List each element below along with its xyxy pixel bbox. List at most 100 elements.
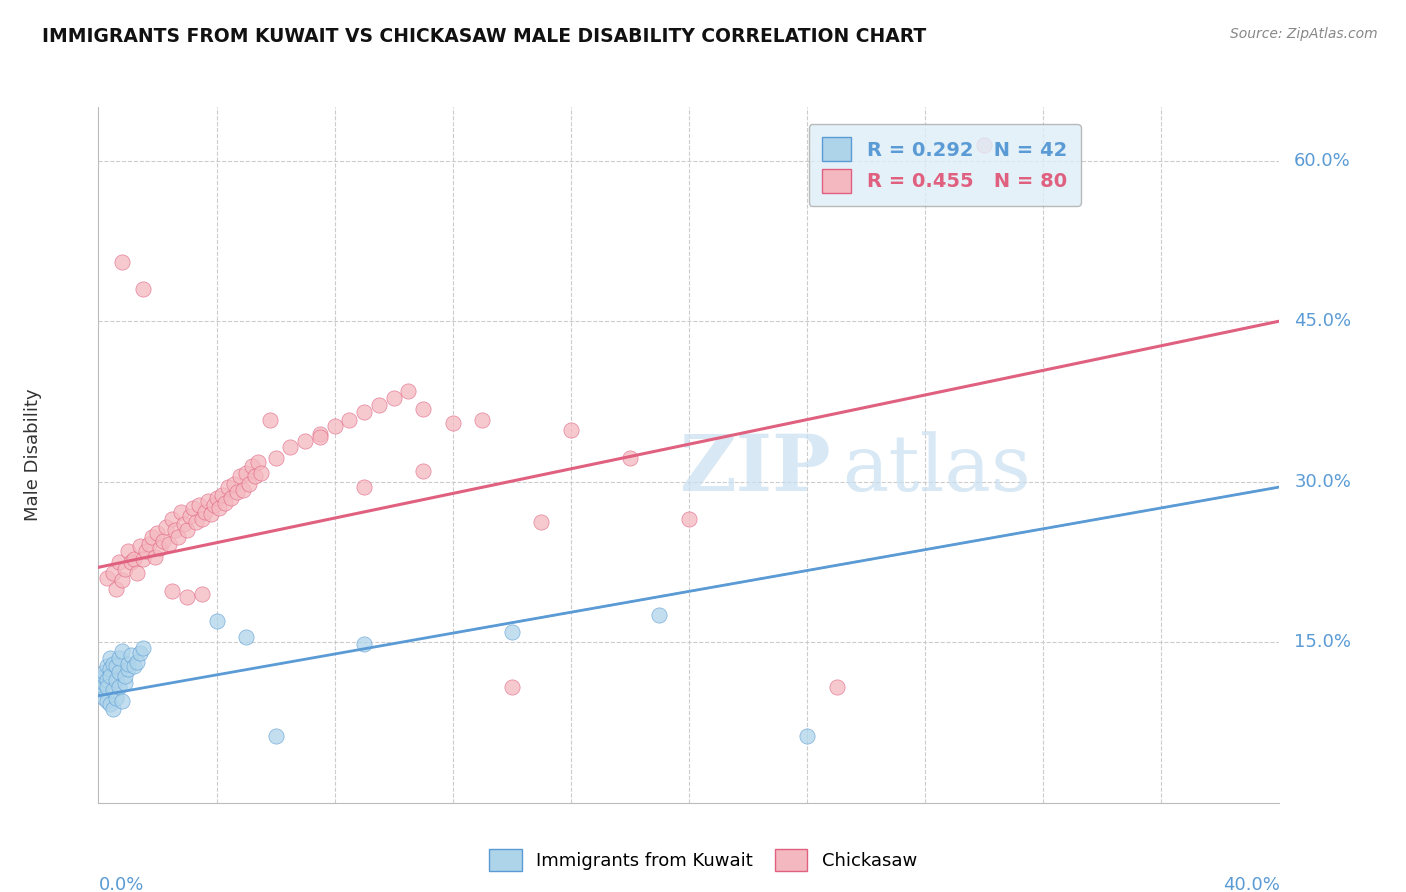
Point bbox=[105, 673, 128, 687]
Point bbox=[132, 640, 155, 655]
Point bbox=[93, 665, 115, 680]
Point bbox=[157, 537, 180, 551]
Point bbox=[122, 658, 145, 673]
Point bbox=[155, 519, 177, 533]
Point bbox=[96, 673, 118, 687]
Text: 30.0%: 30.0% bbox=[1294, 473, 1351, 491]
Point bbox=[323, 419, 346, 434]
Text: 45.0%: 45.0% bbox=[1294, 312, 1351, 330]
Point bbox=[187, 498, 209, 512]
Point bbox=[93, 676, 115, 690]
Point bbox=[93, 690, 115, 705]
Point bbox=[246, 455, 269, 469]
Point bbox=[382, 391, 405, 405]
Text: 0.0%: 0.0% bbox=[98, 876, 143, 892]
Point bbox=[141, 530, 163, 544]
Point bbox=[128, 539, 150, 553]
Point bbox=[167, 530, 190, 544]
Point bbox=[108, 680, 131, 694]
Point bbox=[103, 701, 125, 715]
Text: Male Disability: Male Disability bbox=[24, 389, 42, 521]
Point bbox=[117, 657, 139, 671]
Point bbox=[205, 491, 228, 505]
Point bbox=[96, 694, 118, 708]
Point bbox=[122, 551, 145, 566]
Point bbox=[412, 464, 434, 478]
Point bbox=[103, 683, 125, 698]
Point bbox=[211, 487, 233, 501]
Point bbox=[337, 412, 360, 426]
Point bbox=[98, 662, 121, 676]
Point bbox=[184, 516, 207, 530]
Point bbox=[117, 662, 139, 676]
Point bbox=[530, 516, 553, 530]
Point bbox=[149, 541, 172, 555]
Point bbox=[108, 651, 131, 665]
Text: atlas: atlas bbox=[842, 431, 1031, 507]
Point bbox=[202, 498, 225, 512]
Point bbox=[243, 469, 266, 483]
Point bbox=[120, 555, 142, 569]
Point bbox=[197, 494, 219, 508]
Point bbox=[176, 591, 198, 605]
Point bbox=[229, 469, 252, 483]
Point bbox=[111, 573, 134, 587]
Point bbox=[619, 451, 641, 466]
Point bbox=[250, 466, 273, 480]
Point bbox=[108, 665, 131, 680]
Point bbox=[560, 423, 582, 437]
Text: ZIP: ZIP bbox=[679, 431, 831, 507]
Point bbox=[96, 571, 118, 585]
Point bbox=[179, 508, 201, 523]
Point bbox=[501, 680, 523, 694]
Point bbox=[162, 583, 183, 598]
Point bbox=[117, 544, 139, 558]
Legend: Immigrants from Kuwait, Chickasaw: Immigrants from Kuwait, Chickasaw bbox=[482, 842, 924, 879]
Point bbox=[368, 398, 391, 412]
Point bbox=[90, 683, 112, 698]
Point bbox=[353, 405, 375, 419]
Point bbox=[238, 476, 260, 491]
Point bbox=[108, 555, 131, 569]
Point bbox=[441, 416, 464, 430]
Point bbox=[240, 458, 263, 473]
Point bbox=[200, 507, 222, 521]
Point bbox=[173, 517, 195, 532]
Point bbox=[353, 637, 375, 651]
Point bbox=[98, 669, 121, 683]
Point bbox=[105, 582, 128, 596]
Point bbox=[973, 137, 995, 152]
Point bbox=[120, 648, 142, 662]
Point bbox=[796, 730, 818, 744]
Point bbox=[125, 655, 148, 669]
Point bbox=[176, 523, 198, 537]
Point bbox=[412, 401, 434, 416]
Point bbox=[146, 526, 169, 541]
Point bbox=[135, 544, 157, 558]
Point bbox=[232, 483, 254, 498]
Point bbox=[309, 430, 332, 444]
Point bbox=[396, 384, 419, 398]
Point bbox=[114, 676, 136, 690]
Text: Source: ZipAtlas.com: Source: ZipAtlas.com bbox=[1230, 27, 1378, 41]
Point bbox=[219, 491, 242, 505]
Point bbox=[264, 451, 287, 466]
Point bbox=[278, 441, 302, 455]
Point bbox=[224, 476, 246, 491]
Point bbox=[128, 646, 150, 660]
Point bbox=[170, 505, 193, 519]
Point bbox=[501, 624, 523, 639]
Point bbox=[294, 434, 316, 448]
Point bbox=[90, 680, 112, 694]
Point bbox=[235, 630, 257, 644]
Point bbox=[105, 658, 128, 673]
Point bbox=[259, 412, 281, 426]
Point bbox=[114, 669, 136, 683]
Point bbox=[208, 501, 231, 516]
Point bbox=[98, 698, 121, 712]
Point bbox=[165, 523, 187, 537]
Point bbox=[90, 673, 112, 687]
Point bbox=[181, 501, 204, 516]
Point bbox=[111, 255, 134, 269]
Point bbox=[98, 651, 121, 665]
